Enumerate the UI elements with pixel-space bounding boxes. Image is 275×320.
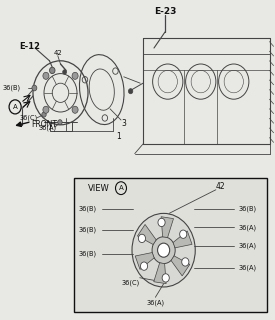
Circle shape bbox=[63, 70, 67, 74]
Circle shape bbox=[158, 218, 165, 227]
Text: VIEW: VIEW bbox=[88, 184, 110, 193]
Text: 3: 3 bbox=[121, 119, 126, 128]
Circle shape bbox=[182, 258, 189, 266]
Circle shape bbox=[180, 230, 187, 238]
Text: A: A bbox=[13, 104, 18, 110]
Circle shape bbox=[162, 274, 169, 282]
Text: 42: 42 bbox=[53, 50, 62, 56]
Text: A: A bbox=[119, 185, 123, 191]
Text: 36(A): 36(A) bbox=[39, 125, 57, 131]
Circle shape bbox=[32, 85, 37, 91]
Text: 36(C): 36(C) bbox=[19, 115, 37, 121]
Circle shape bbox=[42, 112, 46, 117]
Text: 36(A): 36(A) bbox=[239, 264, 257, 271]
Text: 36(B): 36(B) bbox=[78, 251, 97, 258]
Circle shape bbox=[141, 262, 148, 270]
Text: FRONT: FRONT bbox=[32, 120, 58, 129]
Bar bbox=[74, 178, 267, 312]
Circle shape bbox=[43, 72, 49, 79]
Circle shape bbox=[158, 243, 170, 257]
Text: 36(A): 36(A) bbox=[239, 243, 257, 249]
Polygon shape bbox=[173, 231, 192, 248]
Polygon shape bbox=[138, 224, 156, 244]
Circle shape bbox=[152, 237, 175, 264]
Text: 36(B): 36(B) bbox=[239, 205, 257, 212]
Text: 36(B): 36(B) bbox=[3, 85, 21, 91]
Text: E-23: E-23 bbox=[154, 7, 176, 16]
Text: 36(A): 36(A) bbox=[146, 300, 164, 306]
Text: 42: 42 bbox=[215, 182, 225, 191]
Circle shape bbox=[132, 213, 195, 287]
Circle shape bbox=[72, 106, 78, 113]
Text: 36(A): 36(A) bbox=[239, 224, 257, 231]
Text: E-12: E-12 bbox=[19, 42, 40, 51]
Polygon shape bbox=[161, 217, 174, 237]
Circle shape bbox=[58, 120, 62, 125]
Text: 36(C): 36(C) bbox=[122, 279, 140, 286]
Text: 1: 1 bbox=[116, 132, 121, 140]
Circle shape bbox=[43, 106, 49, 113]
Polygon shape bbox=[154, 263, 166, 284]
Circle shape bbox=[138, 234, 145, 243]
Polygon shape bbox=[171, 256, 190, 276]
Text: 36(B): 36(B) bbox=[78, 227, 97, 233]
Circle shape bbox=[50, 67, 55, 74]
Circle shape bbox=[72, 72, 78, 79]
Circle shape bbox=[128, 89, 133, 94]
Polygon shape bbox=[135, 252, 154, 269]
Text: 36(B): 36(B) bbox=[78, 205, 97, 212]
